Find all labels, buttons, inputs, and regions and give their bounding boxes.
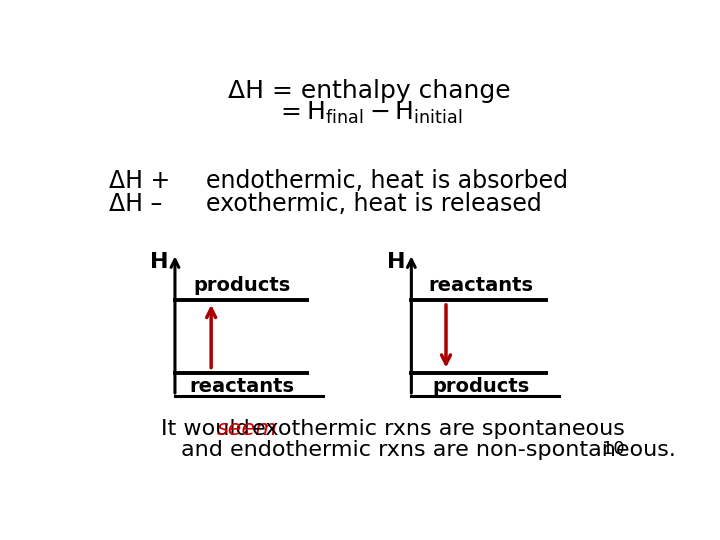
Text: $= \mathrm{H}_{\mathrm{final}} - \mathrm{H}_{\mathrm{initial}}$: $= \mathrm{H}_{\mathrm{final}} - \mathrm…: [276, 100, 462, 126]
Text: ΔH –: ΔH –: [109, 192, 162, 216]
Text: H: H: [150, 252, 168, 272]
Text: reactants: reactants: [428, 276, 533, 295]
Text: H: H: [387, 252, 405, 272]
Text: ΔH = enthalpy change: ΔH = enthalpy change: [228, 79, 510, 103]
Text: products: products: [432, 377, 529, 396]
Text: products: products: [194, 276, 291, 295]
Text: exothermic, heat is released: exothermic, heat is released: [206, 192, 541, 216]
Text: 10: 10: [602, 440, 625, 458]
Text: endothermic, heat is absorbed: endothermic, heat is absorbed: [206, 168, 568, 193]
Text: It would: It would: [161, 419, 257, 439]
Text: and endothermic rxns are non-spontaneous.: and endothermic rxns are non-spontaneous…: [181, 440, 676, 460]
Text: ΔH +: ΔH +: [109, 168, 170, 193]
Text: reactants: reactants: [189, 377, 294, 396]
Text: exothermic rxns are spontaneous: exothermic rxns are spontaneous: [245, 419, 625, 439]
Text: seem: seem: [217, 419, 277, 439]
